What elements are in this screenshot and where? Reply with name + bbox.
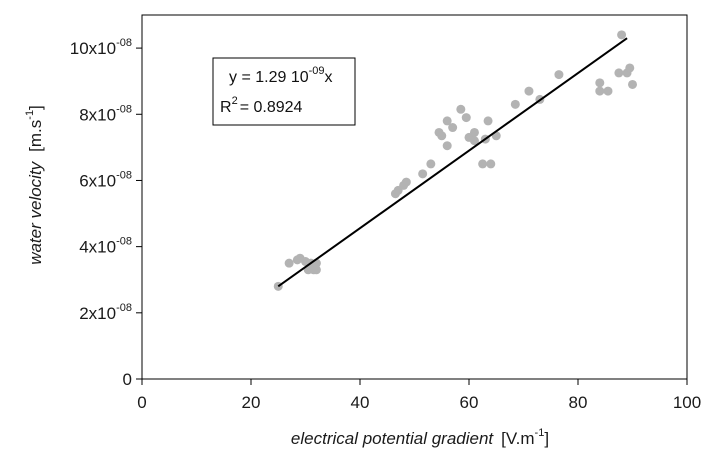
equation-text: y = 1.29 10-09x — [229, 65, 333, 86]
data-point — [628, 79, 637, 89]
data-point — [456, 104, 466, 114]
x-tick-label: 40 — [351, 393, 370, 412]
equation-box: y = 1.29 10-09x R2 = 0.8924 — [212, 57, 356, 126]
x-axis-label: electrical potential gradient [V.m-1] — [291, 427, 549, 448]
data-point — [401, 177, 411, 187]
data-point — [442, 116, 452, 126]
data-point — [442, 141, 452, 151]
x-tick-label: 20 — [242, 393, 261, 412]
x-tick-label: 100 — [673, 393, 701, 412]
y-tick-label: 6x10-08 — [79, 169, 132, 190]
data-point — [617, 30, 627, 40]
fit-line — [277, 37, 628, 288]
data-point — [524, 86, 534, 96]
y-tick-label: 8x10-08 — [79, 103, 132, 124]
data-point — [469, 136, 479, 146]
data-point — [478, 159, 488, 169]
y-tick-label: 4x10-08 — [79, 236, 132, 257]
y-axis-label: water velocity[m.s-1] — [24, 105, 45, 265]
data-point — [595, 86, 605, 96]
data-point — [461, 113, 471, 123]
data-point — [418, 169, 428, 179]
data-point — [284, 258, 294, 268]
y-tick-label: 10x10-08 — [70, 37, 132, 58]
data-point — [486, 159, 496, 169]
data-point — [469, 127, 479, 137]
data-point — [483, 116, 493, 126]
y-axis-ticks: 0 2x10-08 4x10-08 6x10-08 8x10-08 10x10-08 — [70, 37, 142, 389]
data-point — [448, 123, 458, 133]
data-point — [554, 70, 564, 80]
y-tick-label: 0 — [123, 370, 132, 389]
data-point — [437, 131, 447, 141]
x-tick-label: 80 — [569, 393, 588, 412]
r-squared-text: R2 = 0.8924 — [220, 95, 303, 116]
x-tick-label: 0 — [137, 393, 146, 412]
y-tick-label: 2x10-08 — [79, 302, 132, 323]
data-point — [595, 78, 605, 88]
x-tick-label: 60 — [460, 393, 479, 412]
data-point — [614, 68, 624, 78]
data-point — [510, 99, 520, 109]
data-point — [311, 265, 321, 275]
x-axis-ticks: 0 20 40 60 80 100 — [137, 379, 701, 412]
data-points — [273, 30, 637, 291]
data-point — [426, 159, 436, 169]
data-point — [625, 63, 635, 73]
data-point — [603, 86, 613, 96]
